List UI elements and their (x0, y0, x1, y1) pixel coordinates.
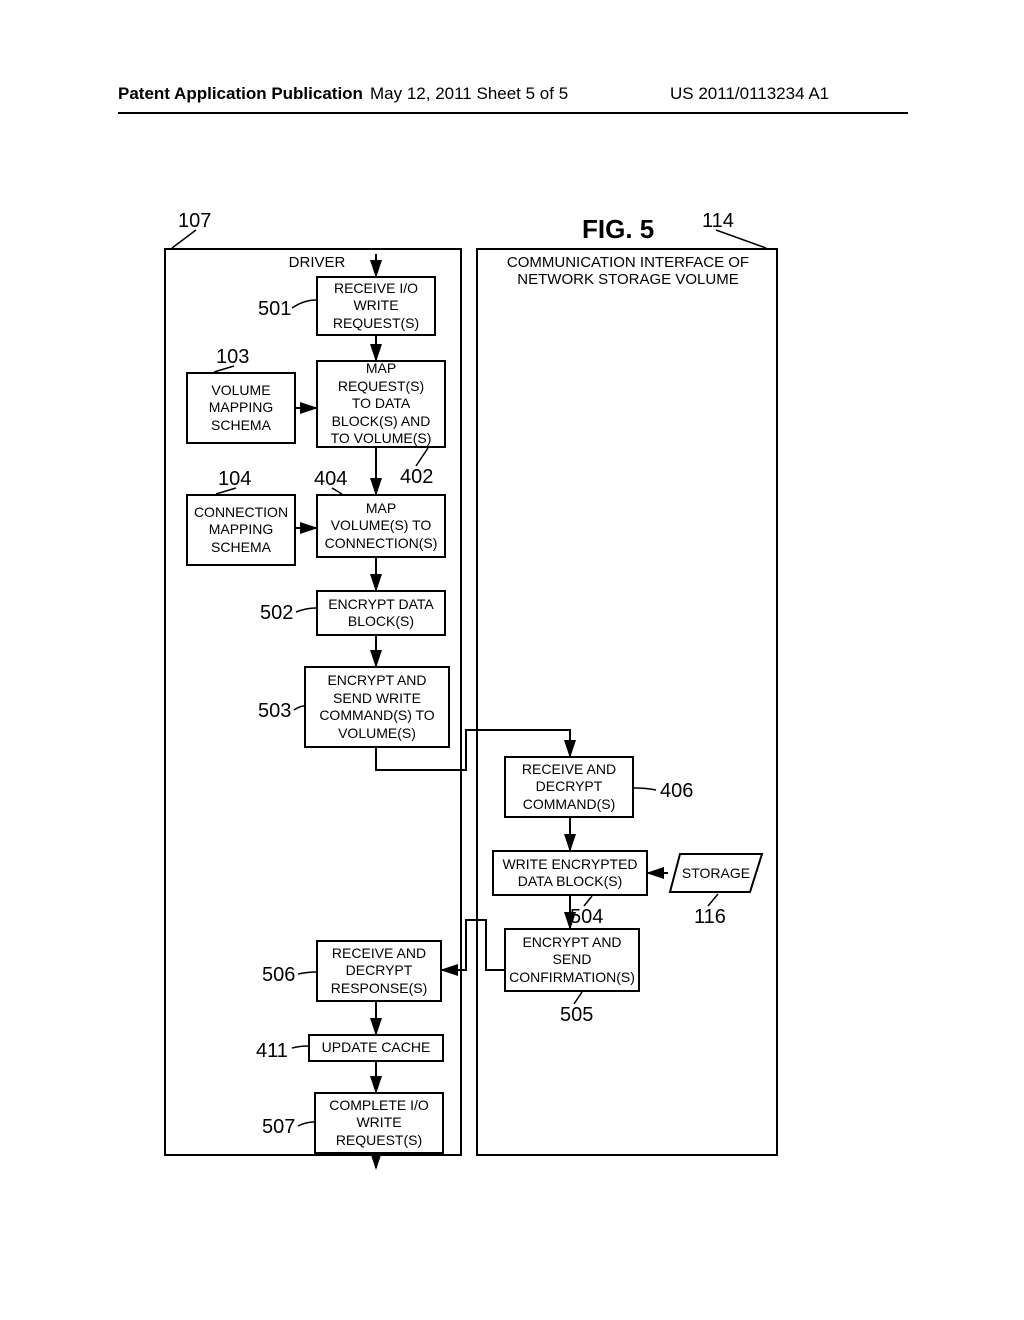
box-406-text: RECEIVE AND DECRYPT COMMAND(S) (518, 759, 620, 816)
box-507: COMPLETE I/O WRITE REQUEST(S) (314, 1092, 444, 1154)
box-501-text: RECEIVE I/O WRITE REQUEST(S) (329, 278, 423, 335)
box-404: MAP VOLUME(S) TO CONNECTION(S) (316, 494, 446, 558)
box-504: WRITE ENCRYPTED DATA BLOCK(S) (492, 850, 648, 896)
header-right: US 2011/0113234 A1 (670, 84, 829, 104)
figure-title: FIG. 5 (582, 214, 654, 245)
ref-504: 504 (570, 906, 603, 929)
box-505-text: ENCRYPT AND SEND CONFIRMATION(S) (505, 932, 639, 989)
ref-103: 103 (216, 346, 249, 369)
box-506: RECEIVE AND DECRYPT RESPONSE(S) (316, 940, 442, 1002)
ref-507: 507 (262, 1116, 295, 1139)
ref-116: 116 (694, 906, 726, 929)
ref-502: 502 (260, 602, 293, 625)
box-402: MAP REQUEST(S) TO DATA BLOCK(S) AND TO V… (316, 360, 446, 448)
box-503-text: ENCRYPT AND SEND WRITE COMMAND(S) TO VOL… (315, 670, 438, 744)
box-504-text: WRITE ENCRYPTED DATA BLOCK(S) (498, 854, 641, 893)
box-502-text: ENCRYPT DATA BLOCK(S) (324, 594, 438, 633)
driver-title: DRIVER (282, 254, 352, 271)
page: Patent Application Publication May 12, 2… (0, 0, 1024, 1320)
box-506-text: RECEIVE AND DECRYPT RESPONSE(S) (327, 943, 431, 1000)
box-501: RECEIVE I/O WRITE REQUEST(S) (316, 276, 436, 336)
storage-shape: STORAGE (668, 852, 764, 894)
ref-104: 104 (218, 468, 251, 491)
ref-505: 505 (560, 1004, 593, 1027)
box-411: UPDATE CACHE (308, 1034, 444, 1062)
ref-402: 402 (400, 466, 433, 489)
box-402-text: MAP REQUEST(S) TO DATA BLOCK(S) AND TO V… (318, 358, 444, 450)
header-rule (118, 112, 908, 114)
box-505: ENCRYPT AND SEND CONFIRMATION(S) (504, 928, 640, 992)
box-507-text: COMPLETE I/O WRITE REQUEST(S) (325, 1095, 433, 1152)
box-103: VOLUME MAPPING SCHEMA (186, 372, 296, 444)
box-104-text: CONNECTION MAPPING SCHEMA (190, 502, 292, 559)
header-left: Patent Application Publication (118, 84, 363, 104)
ref-404: 404 (314, 468, 347, 491)
box-103-text: VOLUME MAPPING SCHEMA (205, 380, 278, 437)
header-mid: May 12, 2011 Sheet 5 of 5 (370, 84, 568, 104)
box-404-text: MAP VOLUME(S) TO CONNECTION(S) (321, 498, 442, 555)
box-503: ENCRYPT AND SEND WRITE COMMAND(S) TO VOL… (304, 666, 450, 748)
storage-text: STORAGE (668, 852, 764, 894)
box-411-text: UPDATE CACHE (318, 1037, 435, 1059)
ref-114: 114 (702, 210, 734, 233)
comm-panel (476, 248, 778, 1156)
box-406: RECEIVE AND DECRYPT COMMAND(S) (504, 756, 634, 818)
ref-503: 503 (258, 700, 291, 723)
ref-406: 406 (660, 780, 693, 803)
ref-501: 501 (258, 298, 291, 321)
box-104: CONNECTION MAPPING SCHEMA (186, 494, 296, 566)
box-502: ENCRYPT DATA BLOCK(S) (316, 590, 446, 636)
ref-411: 411 (256, 1040, 288, 1063)
ref-107: 107 (178, 210, 211, 233)
comm-title: COMMUNICATION INTERFACE OF NETWORK STORA… (494, 254, 762, 288)
ref-506: 506 (262, 964, 295, 987)
